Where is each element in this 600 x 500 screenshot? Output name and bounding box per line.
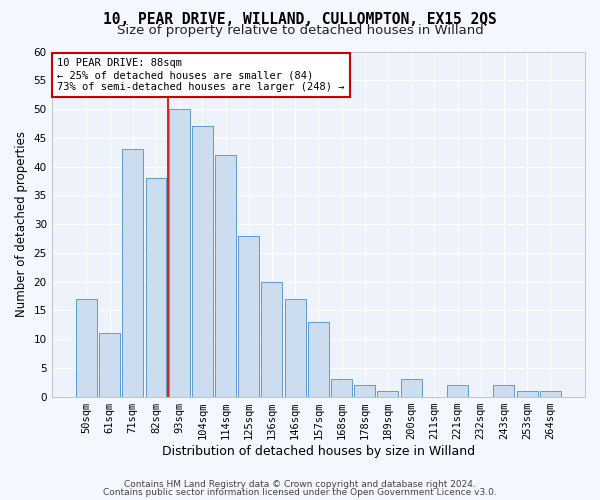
Bar — [331, 380, 352, 396]
Bar — [262, 282, 283, 397]
Bar — [284, 299, 305, 396]
Bar — [401, 380, 422, 396]
Text: Size of property relative to detached houses in Willand: Size of property relative to detached ho… — [116, 24, 484, 37]
Text: Contains HM Land Registry data © Crown copyright and database right 2024.: Contains HM Land Registry data © Crown c… — [124, 480, 476, 489]
Bar — [169, 109, 190, 397]
Bar — [354, 385, 375, 396]
Bar — [447, 385, 468, 396]
Text: 10 PEAR DRIVE: 88sqm
← 25% of detached houses are smaller (84)
73% of semi-detac: 10 PEAR DRIVE: 88sqm ← 25% of detached h… — [57, 58, 344, 92]
Bar — [540, 391, 561, 396]
Bar — [99, 334, 120, 396]
Text: Contains public sector information licensed under the Open Government Licence v3: Contains public sector information licen… — [103, 488, 497, 497]
Bar — [238, 236, 259, 396]
Bar — [308, 322, 329, 396]
Bar — [76, 299, 97, 396]
Bar — [192, 126, 213, 396]
Bar — [377, 391, 398, 396]
Bar — [517, 391, 538, 396]
X-axis label: Distribution of detached houses by size in Willand: Distribution of detached houses by size … — [162, 444, 475, 458]
Bar — [215, 155, 236, 396]
Text: 10, PEAR DRIVE, WILLAND, CULLOMPTON, EX15 2QS: 10, PEAR DRIVE, WILLAND, CULLOMPTON, EX1… — [103, 12, 497, 28]
Bar — [146, 178, 166, 396]
Bar — [122, 150, 143, 396]
Y-axis label: Number of detached properties: Number of detached properties — [15, 131, 28, 317]
Bar — [493, 385, 514, 396]
